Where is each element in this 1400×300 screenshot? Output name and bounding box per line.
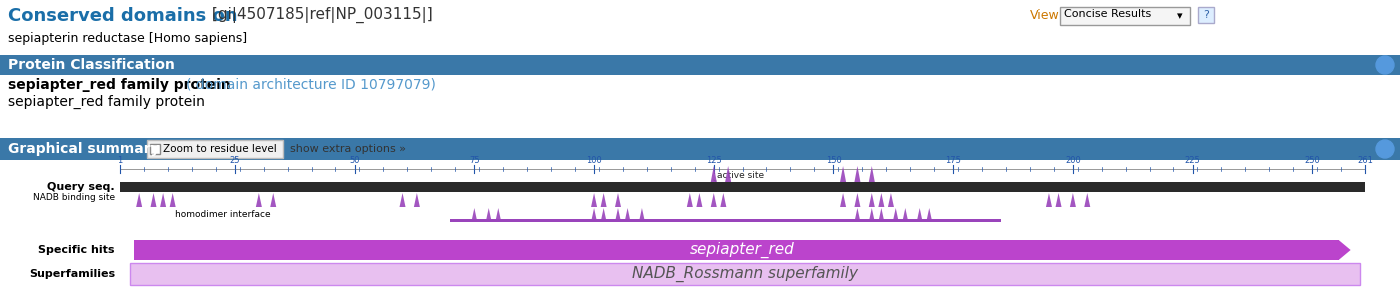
Polygon shape xyxy=(638,208,645,222)
Text: 25: 25 xyxy=(230,156,241,165)
Text: ▾: ▾ xyxy=(1177,11,1183,21)
Text: Protein Classification: Protein Classification xyxy=(8,58,175,72)
Polygon shape xyxy=(160,193,167,207)
Polygon shape xyxy=(136,193,143,207)
Polygon shape xyxy=(854,166,861,182)
Polygon shape xyxy=(869,193,875,207)
Polygon shape xyxy=(496,208,501,222)
Bar xyxy=(134,240,1338,260)
Text: Concise Results: Concise Results xyxy=(1064,9,1151,19)
Text: ( domain architecture ID 10797079): ( domain architecture ID 10797079) xyxy=(186,78,435,92)
Text: ?: ? xyxy=(1203,10,1210,20)
Text: Superfamilies: Superfamilies xyxy=(29,269,115,279)
Polygon shape xyxy=(1056,193,1061,207)
Text: 225: 225 xyxy=(1184,156,1200,165)
Polygon shape xyxy=(878,193,885,207)
Bar xyxy=(1198,7,1214,23)
Text: 150: 150 xyxy=(826,156,841,165)
Text: 125: 125 xyxy=(706,156,721,165)
Polygon shape xyxy=(696,193,703,207)
Bar xyxy=(120,182,1365,192)
Polygon shape xyxy=(591,208,596,222)
Bar xyxy=(1060,7,1190,25)
Polygon shape xyxy=(1046,193,1051,207)
Text: NADB binding site: NADB binding site xyxy=(32,193,115,202)
Bar xyxy=(0,55,1400,75)
Text: active site: active site xyxy=(717,171,764,180)
Text: NADB_Rossmann superfamily: NADB_Rossmann superfamily xyxy=(631,266,858,282)
Polygon shape xyxy=(878,208,885,222)
Text: 100: 100 xyxy=(587,156,602,165)
Text: sepiapter_red family protein: sepiapter_red family protein xyxy=(8,78,231,92)
Text: Specific hits: Specific hits xyxy=(39,245,115,255)
Circle shape xyxy=(1376,56,1394,74)
Polygon shape xyxy=(601,193,606,207)
Polygon shape xyxy=(893,208,899,222)
Circle shape xyxy=(1376,140,1394,158)
Polygon shape xyxy=(472,208,477,222)
Text: show extra options »: show extra options » xyxy=(290,144,406,154)
Polygon shape xyxy=(725,166,731,182)
Polygon shape xyxy=(1338,240,1351,260)
Polygon shape xyxy=(917,208,923,222)
Polygon shape xyxy=(151,193,157,207)
Text: Conserved domains on: Conserved domains on xyxy=(8,7,238,25)
Text: sepiapter_red family protein: sepiapter_red family protein xyxy=(8,95,204,109)
Polygon shape xyxy=(615,208,622,222)
Text: sepiapter_red: sepiapter_red xyxy=(690,242,795,258)
Text: 200: 200 xyxy=(1065,156,1081,165)
Polygon shape xyxy=(869,208,875,222)
Bar xyxy=(147,140,283,158)
Polygon shape xyxy=(840,193,846,207)
Polygon shape xyxy=(591,193,596,207)
Polygon shape xyxy=(854,208,861,222)
Polygon shape xyxy=(711,166,717,182)
Polygon shape xyxy=(615,193,622,207)
Bar xyxy=(130,263,1361,285)
Polygon shape xyxy=(721,193,727,207)
Text: View: View xyxy=(1030,9,1060,22)
Text: 175: 175 xyxy=(945,156,962,165)
Text: ?: ? xyxy=(1382,60,1387,70)
Bar xyxy=(0,138,1400,160)
Polygon shape xyxy=(169,193,175,207)
Polygon shape xyxy=(601,208,606,222)
Polygon shape xyxy=(903,208,909,222)
Polygon shape xyxy=(1070,193,1077,207)
Polygon shape xyxy=(256,193,262,207)
Polygon shape xyxy=(888,193,895,207)
Text: [gi|4507185|ref|NP_003115|]: [gi|4507185|ref|NP_003115|] xyxy=(207,7,433,23)
Text: 250: 250 xyxy=(1305,156,1320,165)
Text: sepiapterin reductase [Homo sapiens]: sepiapterin reductase [Homo sapiens] xyxy=(8,32,248,45)
Bar xyxy=(451,219,1001,222)
Text: Zoom to residue level: Zoom to residue level xyxy=(162,144,277,154)
Polygon shape xyxy=(927,208,932,222)
Text: 50: 50 xyxy=(350,156,360,165)
Polygon shape xyxy=(869,166,875,182)
Polygon shape xyxy=(840,166,846,182)
Polygon shape xyxy=(486,208,491,222)
Polygon shape xyxy=(270,193,276,207)
Polygon shape xyxy=(414,193,420,207)
Polygon shape xyxy=(399,193,406,207)
Text: 261: 261 xyxy=(1357,156,1373,165)
Text: Query seq.: Query seq. xyxy=(48,182,115,192)
Text: Graphical summary: Graphical summary xyxy=(8,142,160,156)
Bar xyxy=(150,144,160,154)
Text: 1: 1 xyxy=(118,156,123,165)
Text: 75: 75 xyxy=(469,156,480,165)
Polygon shape xyxy=(624,208,630,222)
Polygon shape xyxy=(687,193,693,207)
Text: ?: ? xyxy=(1382,144,1387,154)
Polygon shape xyxy=(854,193,861,207)
Polygon shape xyxy=(1084,193,1091,207)
Text: homodimer interface: homodimer interface xyxy=(175,210,270,219)
Polygon shape xyxy=(711,193,717,207)
